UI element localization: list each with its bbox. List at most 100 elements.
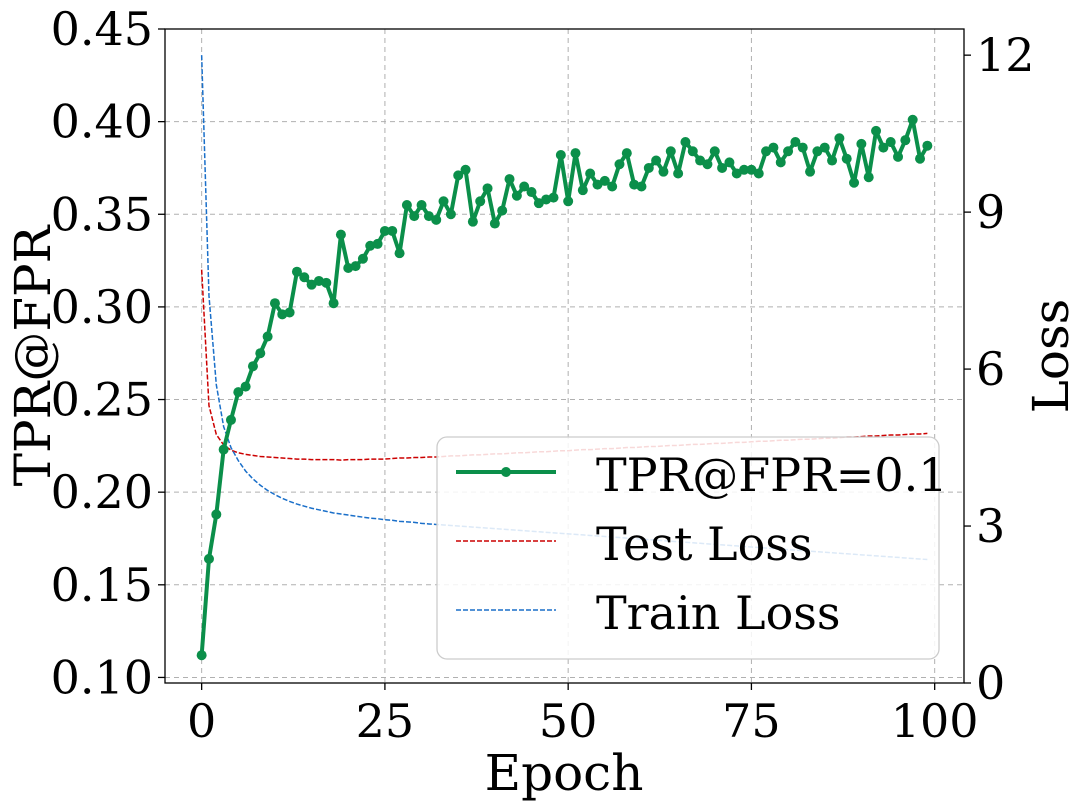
tpr-point xyxy=(614,159,625,170)
legend: TPR@FPR=0.1 Test Loss Train Loss xyxy=(436,436,947,660)
tpr-point xyxy=(321,277,332,288)
tpr-point xyxy=(240,381,251,392)
x-tick-label: 50 xyxy=(539,694,598,748)
tpr-point xyxy=(291,266,302,277)
tpr-point xyxy=(409,211,420,222)
tpr-point xyxy=(438,196,449,207)
tpr-point xyxy=(621,148,632,159)
tpr-point xyxy=(255,348,266,359)
tpr-point xyxy=(475,196,486,207)
tpr-point xyxy=(284,307,295,318)
tpr-point xyxy=(372,238,383,249)
y-tick-label: 0.40 xyxy=(51,95,153,149)
tpr-point xyxy=(467,216,478,227)
tpr-point xyxy=(827,155,838,166)
tpr-point xyxy=(856,138,867,149)
tpr-point xyxy=(511,190,522,201)
y2-tick-label: 12 xyxy=(976,28,1035,82)
tpr-point xyxy=(680,137,691,148)
y-tick-label: 0.20 xyxy=(51,465,153,519)
tpr-point xyxy=(885,137,896,148)
tpr-point xyxy=(739,164,750,175)
test-loss-line xyxy=(200,269,928,461)
tpr-point xyxy=(702,159,713,170)
y2-tick-label: 6 xyxy=(976,342,1005,396)
tpr-point xyxy=(416,200,427,211)
legend-label-train-loss: Train Loss xyxy=(596,586,841,640)
tpr-point xyxy=(768,142,779,153)
tpr-point xyxy=(687,146,698,157)
tpr-point xyxy=(203,553,214,564)
tpr-point xyxy=(497,205,508,216)
y-axis-title: TPR@FPR xyxy=(4,224,62,486)
tpr-point xyxy=(900,135,911,146)
legend-label-test-loss: Test Loss xyxy=(596,517,813,571)
y2-tick-label: 9 xyxy=(976,185,1005,239)
tpr-point xyxy=(489,218,500,229)
tpr-point xyxy=(445,209,456,220)
tpr-point xyxy=(819,142,830,153)
tpr-point xyxy=(299,272,310,283)
tpr-point xyxy=(196,650,207,661)
y-tick-label: 0.15 xyxy=(51,558,153,612)
tpr-point xyxy=(893,151,904,162)
tpr-point xyxy=(453,170,464,181)
tpr-point xyxy=(878,142,889,153)
tpr-point xyxy=(504,174,515,185)
y-tick-label: 0.10 xyxy=(51,650,153,704)
tpr-point xyxy=(460,164,471,175)
tpr-point xyxy=(401,200,412,211)
tpr-point xyxy=(709,146,720,157)
tpr-point xyxy=(211,509,222,520)
tpr-point xyxy=(328,298,339,309)
tpr-point xyxy=(233,387,244,398)
tpr-point xyxy=(863,172,874,183)
legend-marker-tpr-fpr-0-1 xyxy=(501,467,511,477)
tpr-point xyxy=(519,181,530,192)
tpr-point xyxy=(643,162,654,173)
tpr-point xyxy=(577,185,588,196)
tpr-point xyxy=(555,149,566,160)
series-layer xyxy=(196,55,933,661)
ticks: 0 25 50 75 100 0.10 0.15 0.20 0.25 0.30 0.35 0.40 0.… xyxy=(51,2,1035,748)
tpr-point xyxy=(570,148,581,159)
tpr-point xyxy=(673,168,684,179)
tpr-point xyxy=(724,157,735,168)
tpr-point xyxy=(394,248,405,259)
legend-box xyxy=(436,436,940,660)
tpr-point xyxy=(915,153,926,164)
tpr-point xyxy=(834,133,845,144)
y-tick-label: 0.30 xyxy=(51,280,153,334)
tpr-point xyxy=(849,177,860,188)
x-axis-title: Epoch xyxy=(485,744,644,802)
tpr-point xyxy=(753,168,764,179)
tpr-point xyxy=(871,125,882,136)
tpr-point xyxy=(658,166,669,177)
y-tick-label: 0.45 xyxy=(51,2,153,56)
tpr-point xyxy=(357,253,368,264)
tpr-point xyxy=(775,157,786,168)
tpr-point xyxy=(218,444,229,455)
y-tick-label: 0.25 xyxy=(51,373,153,427)
tpr-point xyxy=(790,137,801,148)
tpr-point xyxy=(585,168,596,179)
tpr-point xyxy=(563,196,574,207)
tpr-point xyxy=(431,214,442,225)
plot-frame xyxy=(164,28,965,684)
y2-tick-label: 0 xyxy=(976,656,1005,710)
tpr-point xyxy=(922,140,933,151)
x-tick-label: 0 xyxy=(187,694,216,748)
tpr-point xyxy=(269,298,280,309)
tpr-point xyxy=(526,187,537,198)
tpr-point xyxy=(482,183,493,194)
tpr-point xyxy=(225,414,236,425)
x-tick-label: 25 xyxy=(356,694,415,748)
tpr-point xyxy=(548,192,559,203)
tpr-point xyxy=(797,142,808,153)
tpr-point xyxy=(783,146,794,157)
tpr-point xyxy=(387,225,398,236)
x-tick-label: 75 xyxy=(722,694,781,748)
tpr-point xyxy=(805,166,816,177)
tpr-point xyxy=(262,331,273,342)
